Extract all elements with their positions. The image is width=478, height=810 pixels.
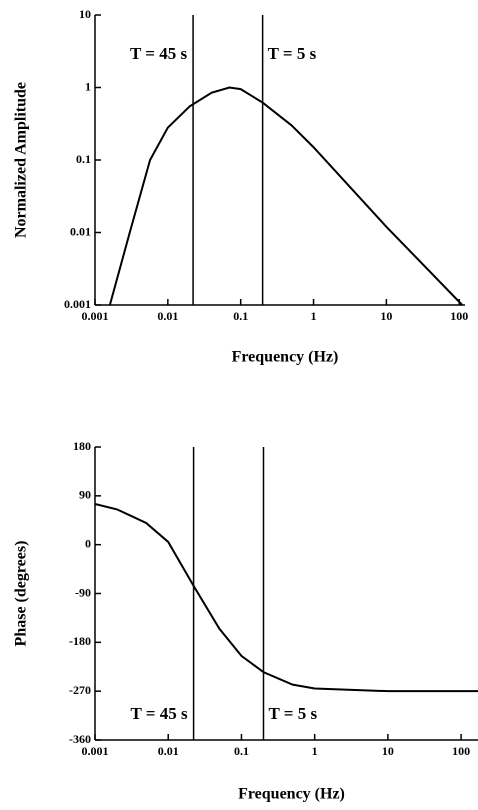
y-axis-title: Phase (degrees) bbox=[13, 541, 30, 647]
x-axis-title: Frequency (Hz) bbox=[238, 786, 345, 803]
y-axis-title: Normalized Amplitude bbox=[13, 82, 30, 238]
y-tick-label: -180 bbox=[69, 634, 91, 648]
x-tick-label: 0.1 bbox=[233, 309, 248, 323]
data-line bbox=[108, 86, 463, 306]
x-tick-label: 1 bbox=[311, 309, 317, 323]
y-tick-label: -360 bbox=[69, 732, 91, 746]
y-tick-label: 1 bbox=[85, 79, 91, 93]
period-label: T = 5 s bbox=[268, 44, 317, 63]
x-tick-label: 0.001 bbox=[82, 309, 109, 323]
y-tick-label: 0 bbox=[85, 536, 91, 550]
y-tick-label: 10 bbox=[79, 7, 91, 21]
x-axis-title: Frequency (Hz) bbox=[232, 349, 339, 366]
x-tick-label: 10 bbox=[382, 744, 394, 758]
y-tick-label: -270 bbox=[69, 683, 91, 697]
y-tick-label: 0.1 bbox=[76, 152, 91, 166]
x-tick-label: 1 bbox=[312, 744, 318, 758]
period-label: T = 5 s bbox=[268, 704, 317, 723]
x-tick-label: 0.001 bbox=[82, 744, 109, 758]
x-tick-label: 10 bbox=[380, 309, 392, 323]
y-tick-label: 180 bbox=[73, 439, 91, 453]
x-tick-label: 0.1 bbox=[234, 744, 249, 758]
x-tick-label: 0.01 bbox=[158, 744, 179, 758]
period-label: T = 45 s bbox=[130, 44, 187, 63]
y-tick-label: 90 bbox=[79, 488, 91, 502]
data-line bbox=[94, 502, 478, 693]
x-tick-label: 0.01 bbox=[157, 309, 178, 323]
y-tick-label: 0.001 bbox=[64, 297, 91, 311]
period-label: T = 45 s bbox=[130, 704, 187, 723]
x-tick-label: 100 bbox=[450, 309, 468, 323]
y-tick-label: -90 bbox=[75, 585, 91, 599]
x-tick-label: 100 bbox=[452, 744, 470, 758]
y-tick-label: 0.01 bbox=[70, 224, 91, 238]
